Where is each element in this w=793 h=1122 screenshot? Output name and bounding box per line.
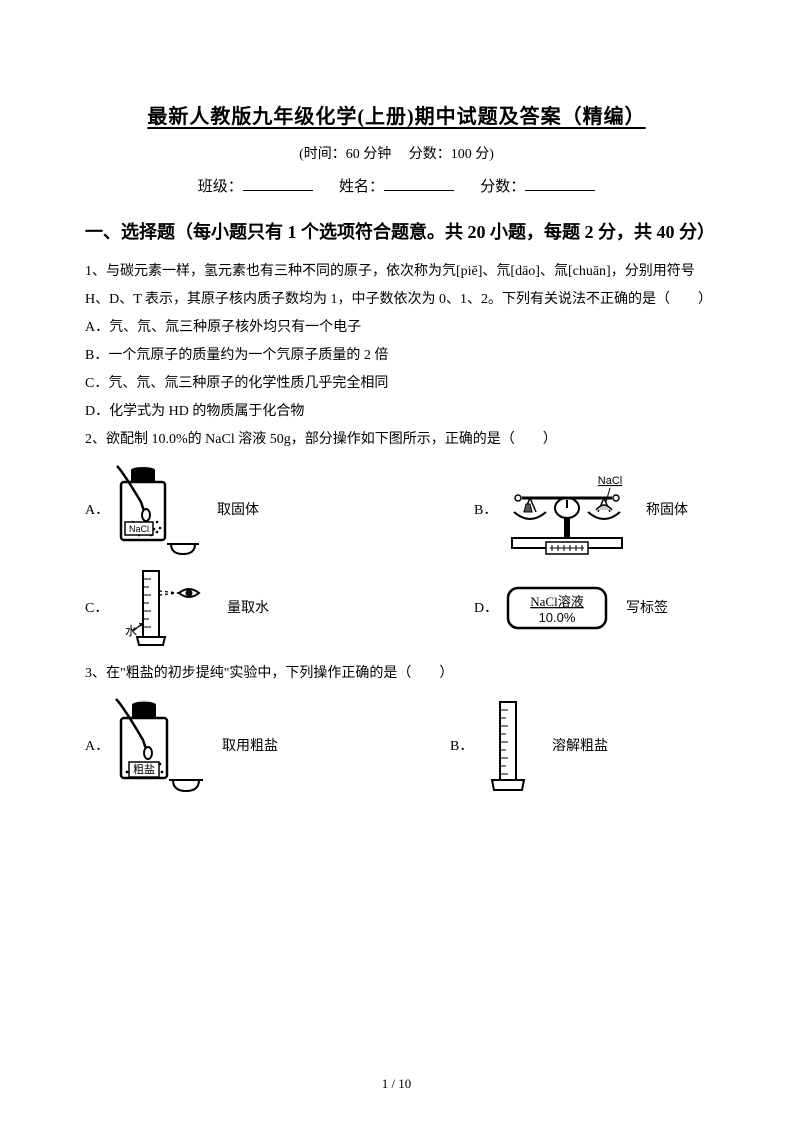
- svg-text:NaCl溶液: NaCl溶液: [530, 594, 583, 609]
- class-blank[interactable]: [243, 176, 313, 191]
- q2-a-caption: 取固体: [217, 499, 259, 519]
- q2-b-caption: 称固体: [646, 499, 688, 519]
- q3-b-label: B．: [450, 735, 478, 755]
- subtitle: (时间：60 分钟 分数：100 分): [85, 143, 708, 163]
- exam-page: 最新人教版九年级化学(上册)期中试题及答案（精编） (时间：60 分钟 分数：1…: [0, 0, 793, 1122]
- name-blank[interactable]: [384, 176, 454, 191]
- q2-figA-text: NaCl: [129, 524, 149, 534]
- svg-text:10.0%: 10.0%: [539, 610, 576, 625]
- page-footer: 1 / 10: [0, 1076, 793, 1092]
- q3-a-label: A．: [85, 735, 113, 755]
- q2-fig-c-cylinder-icon: 水: [113, 565, 213, 650]
- q2-fig-b-balance-icon: NaCl: [502, 462, 632, 557]
- q1-opt-b: B．一个氘原子的质量约为一个氕原子质量的 2 倍: [85, 342, 708, 370]
- score-blank[interactable]: [525, 176, 595, 191]
- q2-d-label: D．: [474, 597, 502, 617]
- svg-text:水: 水: [125, 624, 137, 638]
- q2-d-caption: 写标签: [626, 597, 668, 617]
- q2-fig-d-label-icon: NaCl溶液 10.0%: [502, 580, 612, 635]
- q2-c-caption: 量取水: [227, 597, 269, 617]
- q2-a-label: A．: [85, 499, 113, 519]
- q3-fig-a-bottle-icon: 粗盐: [113, 696, 208, 794]
- q1-opt-c: C．氕、氘、氚三种原子的化学性质几乎完全相同: [85, 370, 708, 398]
- svg-text:粗盐: 粗盐: [133, 763, 155, 776]
- q3-a-caption: 取用粗盐: [222, 735, 278, 755]
- q2-row-ab: A． NaCl: [85, 462, 708, 557]
- q3-b-caption: 溶解粗盐: [552, 735, 608, 755]
- q1-stem: 1、与碳元素一样，氢元素也有三种不同的原子，依次称为氕[piē]、氘[dāo]、…: [85, 258, 708, 314]
- q3-stem: 3、在"粗盐的初步提纯"实验中，下列操作正确的是（ ）: [85, 660, 708, 688]
- student-info: 班级： 姓名： 分数：: [85, 175, 708, 196]
- section-1-header: 一、选择题（每小题只有 1 个选项符合题意。共 20 小题，每题 2 分，共 4…: [85, 214, 708, 252]
- svg-text:NaCl: NaCl: [598, 475, 622, 487]
- q1-opt-d: D．化学式为 HD 的物质属于化合物: [85, 398, 708, 426]
- q2-row-cd: C． 水: [85, 565, 708, 650]
- class-label: 班级：: [198, 179, 243, 195]
- score-total-label: 分数：100 分): [409, 147, 494, 162]
- q2-c-label: C．: [85, 597, 113, 617]
- page-title: 最新人教版九年级化学(上册)期中试题及答案（精编）: [85, 100, 708, 129]
- q3-fig-b-cylinder-icon: [478, 696, 538, 794]
- q1-opt-a: A．氕、氘、氚三种原子核外均只有一个电子: [85, 314, 708, 342]
- q3-row-ab: A． 粗盐: [85, 696, 708, 794]
- name-label: 姓名：: [339, 179, 384, 195]
- time-label: (时间：60 分钟: [299, 147, 391, 162]
- q2-b-label: B．: [474, 499, 502, 519]
- score-label: 分数：: [480, 179, 525, 195]
- q2-stem: 2、欲配制 10.0%的 NaCl 溶液 50g，部分操作如下图所示，正确的是（…: [85, 426, 708, 454]
- q2-fig-a-bottle-icon: NaCl: [113, 462, 203, 557]
